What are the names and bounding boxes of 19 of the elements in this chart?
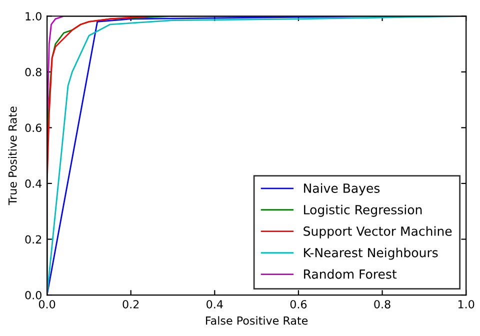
- y-tick-label: 1.0: [26, 12, 42, 21]
- y-tick-label: 0.2: [25, 235, 42, 244]
- y-tick-label: 0.0: [25, 290, 42, 300]
- x-axis-title: False Positive Rate: [206, 316, 308, 325]
- legend-label: Random Forest: [304, 269, 397, 279]
- y-tick-label: 0.6: [25, 124, 42, 132]
- legend-label: K-Nearest Neighbours: [304, 248, 438, 260]
- y-axis-title: True Positive Rate: [8, 106, 17, 206]
- legend-label: Support Vector Machine: [304, 226, 452, 238]
- x-tick-label: 0.0: [38, 300, 56, 308]
- x-tick-label: 0.2: [122, 300, 139, 308]
- x-tick-label: 0.4: [206, 300, 223, 308]
- x-tick-label: 0.6: [290, 300, 307, 308]
- x-tick-label: 0.8: [374, 300, 390, 308]
- x-tick-label: 1.0: [458, 300, 474, 308]
- y-tick-label: 0.4: [25, 179, 42, 188]
- legend-label: Naive Bayes: [304, 183, 380, 196]
- y-tick-label: 0.8: [25, 68, 42, 76]
- legend-label: Logistic Regression: [304, 204, 422, 217]
